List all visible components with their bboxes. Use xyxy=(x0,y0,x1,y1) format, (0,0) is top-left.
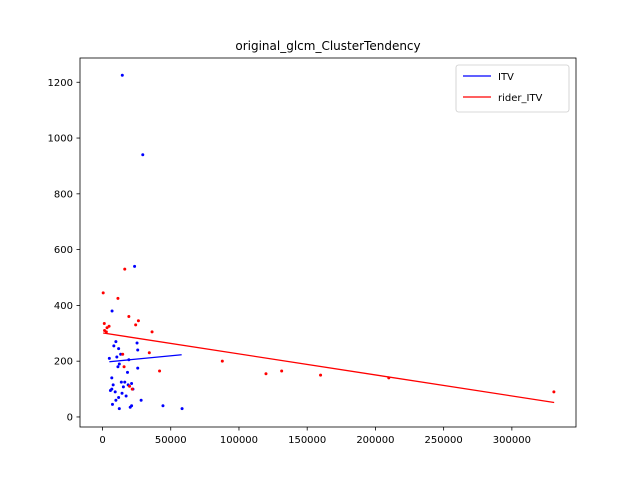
data-point-itv xyxy=(114,340,118,344)
data-point-rider-itv xyxy=(134,323,138,327)
data-point-itv xyxy=(115,355,119,359)
y-tick-label: 800 xyxy=(54,189,73,200)
data-point-itv xyxy=(136,348,140,352)
data-point-itv xyxy=(124,394,128,398)
data-point-itv xyxy=(112,344,116,348)
data-point-itv xyxy=(110,402,114,406)
data-point-itv xyxy=(130,381,134,385)
data-point-itv xyxy=(119,380,123,384)
x-tick-label: 300000 xyxy=(493,435,531,446)
y-tick-label: 400 xyxy=(54,301,73,312)
data-point-itv xyxy=(120,391,124,395)
x-tick-label: 250000 xyxy=(425,435,463,446)
data-point-itv xyxy=(108,388,112,392)
data-point-rider-itv xyxy=(128,384,132,388)
data-point-rider-itv xyxy=(280,369,284,373)
x-tick-label: 200000 xyxy=(356,435,394,446)
data-point-itv xyxy=(117,362,121,366)
data-point-itv xyxy=(117,347,121,351)
legend-box xyxy=(455,64,570,113)
data-point-rider-itv xyxy=(150,330,154,334)
y-tick-label: 1200 xyxy=(48,78,73,89)
legend-label-rider-itv: rider_ITV xyxy=(498,93,543,104)
data-point-rider-itv xyxy=(122,365,126,369)
data-point-rider-itv xyxy=(101,291,105,295)
data-point-itv xyxy=(107,356,111,360)
data-point-itv xyxy=(111,383,115,387)
data-point-rider-itv xyxy=(264,372,268,376)
data-point-rider-itv xyxy=(136,319,140,323)
data-point-itv xyxy=(117,407,121,411)
axes: 0 50000 100000 150000 200000 250000 300000 0 200… xyxy=(48,57,577,446)
data-point-rider-itv xyxy=(102,322,106,326)
data-point-itv xyxy=(113,390,117,394)
data-point-itv xyxy=(120,73,124,77)
data-point-rider-itv xyxy=(220,359,224,363)
legend: ITV rider_ITV xyxy=(455,64,570,113)
data-point-rider-itv xyxy=(147,351,151,355)
data-point-rider-itv xyxy=(130,387,134,391)
data-point-rider-itv xyxy=(127,315,131,319)
data-point-itv xyxy=(116,365,120,369)
plot-area xyxy=(101,73,556,411)
x-tick-label: 50000 xyxy=(155,435,187,446)
y-tick-label: 600 xyxy=(54,245,73,256)
data-point-itv xyxy=(139,398,143,402)
data-point-itv xyxy=(114,398,118,402)
data-point-itv xyxy=(128,405,132,409)
x-tick-label: 0 xyxy=(99,435,105,446)
y-tick-label: 1000 xyxy=(48,134,73,145)
chart-title: original_glcm_ClusterTendency xyxy=(235,39,420,53)
data-point-rider-itv xyxy=(552,390,556,394)
data-point-itv xyxy=(141,153,145,157)
x-tick-label: 100000 xyxy=(220,435,258,446)
data-point-itv xyxy=(117,395,121,399)
data-point-itv xyxy=(161,404,165,408)
data-point-rider-itv xyxy=(158,369,162,373)
data-point-rider-itv xyxy=(116,296,120,300)
trend-line-itv xyxy=(109,354,182,363)
data-point-rider-itv xyxy=(121,352,125,356)
trend-line-rider-itv xyxy=(103,332,555,404)
data-point-itv xyxy=(125,370,129,374)
data-point-rider-itv xyxy=(123,267,127,271)
data-point-itv xyxy=(133,264,137,268)
data-point-itv xyxy=(110,309,114,313)
data-point-itv xyxy=(123,380,127,384)
legend-label-itv: ITV xyxy=(498,72,514,83)
data-point-rider-itv xyxy=(319,373,323,377)
data-point-itv xyxy=(121,385,125,389)
data-point-rider-itv xyxy=(107,324,111,328)
y-tick-label: 200 xyxy=(54,357,73,368)
data-point-itv xyxy=(136,366,140,370)
data-point-rider-itv xyxy=(104,330,108,334)
data-point-itv xyxy=(119,352,123,356)
data-point-itv xyxy=(135,341,139,345)
data-point-itv xyxy=(180,407,184,411)
y-tick-label: 0 xyxy=(67,412,73,423)
axes-frame xyxy=(79,57,577,428)
data-point-itv xyxy=(110,376,114,380)
x-tick-label: 150000 xyxy=(288,435,326,446)
